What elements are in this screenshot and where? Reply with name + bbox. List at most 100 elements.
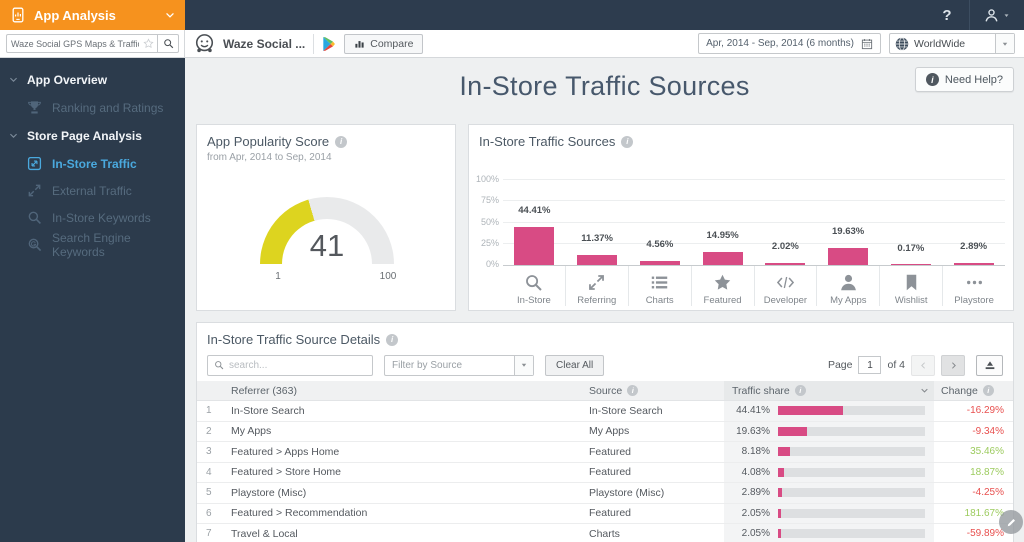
column-traffic-share[interactable]: Traffic share i (724, 381, 934, 400)
sidebar-item-ranking-and-ratings[interactable]: Ranking and Ratings (0, 94, 185, 121)
topbar-actions: ? (925, 0, 1024, 30)
filter-label: Filter by Source (392, 359, 463, 371)
chart-category-charts[interactable]: Charts (627, 266, 691, 306)
bookmark-icon (902, 273, 921, 292)
app-search-area (0, 30, 185, 57)
toolbar: Waze Social ... Compare Apr, 2014 - Sep,… (0, 30, 1024, 58)
bar-charts[interactable] (639, 261, 680, 265)
app-analysis-icon (10, 7, 26, 23)
row-traffic-share: 2.89% (724, 483, 934, 503)
chart-bar-column: 11.37% (566, 180, 629, 265)
bar-value-label: 0.17% (897, 242, 925, 254)
table-body: 1 In-Store Search In-Store Search 44.41% -16… (197, 401, 1013, 542)
need-help-button[interactable]: i Need Help? (914, 67, 1014, 92)
row-source: Featured (589, 445, 632, 458)
details-controls: Filter by Source Clear All Page of 4 (207, 354, 1003, 376)
y-axis-tick: 25% (480, 237, 499, 248)
traffic-sources-card: In-Store Traffic Sources i 0% 25% 50% 75% 10… (468, 124, 1014, 311)
row-index: 4 (206, 466, 212, 478)
chart-category-label: Developer (763, 295, 808, 306)
compare-chart-icon (354, 38, 365, 49)
app-search-button[interactable] (157, 35, 178, 52)
bar-featured[interactable] (702, 252, 743, 265)
info-icon[interactable]: i (621, 135, 634, 148)
bar-wishlist[interactable] (890, 264, 931, 265)
favorite-star-icon[interactable] (143, 38, 154, 49)
page-number-input[interactable] (858, 356, 882, 374)
row-traffic-share: 19.63% (724, 421, 934, 441)
trophy-icon (27, 100, 42, 115)
sidebar-item-in-store-traffic[interactable]: In-Store Traffic (0, 150, 185, 177)
info-icon[interactable]: i (335, 135, 348, 148)
row-referrer: Travel & Local (231, 527, 298, 540)
table-search-input[interactable] (229, 359, 366, 371)
bar-in-store[interactable] (514, 227, 555, 265)
table-row[interactable]: 6 Featured > Recommendation Featured 2.05% 1… (197, 503, 1013, 524)
row-change: -9.34% (972, 425, 1004, 437)
chart-bar-column: 19.63% (817, 180, 880, 265)
prev-page-button[interactable] (911, 354, 935, 376)
table-row[interactable]: 3 Featured > Apps Home Featured 8.18% 35.46% (197, 442, 1013, 463)
chart-category-featured[interactable]: Featured (690, 266, 754, 306)
info-icon[interactable]: i (386, 333, 399, 346)
brand[interactable]: App Analysis (0, 0, 185, 30)
column-change[interactable]: Change i (934, 381, 1013, 400)
table-row[interactable]: 5 Playstore (Misc) Playstore (Misc) 2.89% -4… (197, 483, 1013, 504)
filter-by-source-select[interactable]: Filter by Source (384, 354, 534, 376)
row-source: My Apps (589, 425, 630, 438)
bar-my-apps[interactable] (828, 248, 869, 265)
column-source[interactable]: Source i (589, 385, 724, 397)
date-range-picker[interactable]: Apr, 2014 - Sep, 2014 (6 months) (698, 33, 881, 54)
main-content: In-Store Traffic Sources i Need Help? Ap… (185, 58, 1024, 542)
sidebar-item-in-store-keywords[interactable]: In-Store Keywords (0, 204, 185, 231)
sidebar-section-store-page-analysis[interactable]: Store Page Analysis (0, 121, 185, 150)
bar-playstore[interactable] (953, 262, 994, 265)
table-row[interactable]: 2 My Apps My Apps 19.63% -9.34% (197, 421, 1013, 442)
row-share-value: 19.63% (736, 425, 770, 437)
compare-button[interactable]: Compare (344, 33, 424, 54)
table-row[interactable]: 7 Travel & Local Charts 2.05% -59.89% (197, 524, 1013, 542)
chart-category-label: Featured (703, 295, 742, 306)
row-share-value: 2.05% (741, 507, 770, 519)
popularity-card-title: App Popularity Score i (197, 125, 455, 149)
help-button[interactable]: ? (942, 6, 952, 24)
sidebar: App Overview Ranking and Ratings Store Pag… (0, 58, 185, 542)
sidebar-item-label: In-Store Keywords (52, 210, 151, 225)
next-page-button[interactable] (941, 354, 965, 376)
chart-category-developer[interactable]: Developer (753, 266, 817, 306)
export-icon (984, 359, 996, 371)
row-traffic-share: 2.05% (724, 503, 934, 523)
popularity-subtitle: from Apr, 2014 to Sep, 2014 (207, 152, 332, 163)
table-row[interactable]: 1 In-Store Search In-Store Search 44.41% -16… (197, 401, 1013, 422)
chart-category-playstore[interactable]: Playstore (942, 266, 1005, 306)
user-menu-button[interactable] (970, 0, 1024, 30)
y-axis-tick: 75% (480, 195, 499, 206)
column-referrer[interactable]: Referrer (363) (231, 384, 297, 397)
row-share-bar (778, 467, 925, 477)
row-traffic-share: 2.05% (724, 524, 934, 542)
chart-category-referring[interactable]: Referring (564, 266, 628, 306)
table-row[interactable]: 4 Featured > Store Home Featured 4.08% 18.87… (197, 462, 1013, 483)
sidebar-item-label: External Traffic (52, 183, 132, 198)
feedback-button[interactable] (999, 510, 1023, 534)
row-source: Featured (589, 507, 632, 520)
chart-category-in-store[interactable]: In-Store (503, 266, 565, 306)
region-value: WorldWide (914, 37, 966, 50)
export-button[interactable] (976, 354, 1003, 376)
chart-category-label: Referring (577, 295, 617, 306)
clear-all-button[interactable]: Clear All (545, 354, 605, 376)
chart-category-my-apps[interactable]: My Apps (816, 266, 879, 306)
row-index: 3 (206, 446, 212, 458)
sidebar-section-app-overview[interactable]: App Overview (0, 65, 185, 94)
bar-referring[interactable] (577, 255, 618, 265)
chart-category-wishlist[interactable]: Wishlist (879, 266, 942, 306)
sidebar-item-external-traffic[interactable]: External Traffic (0, 177, 185, 204)
row-share-value: 44.41% (736, 405, 770, 417)
region-select[interactable]: WorldWide (889, 33, 1015, 54)
chart-bar-column: 2.02% (754, 180, 817, 265)
bar-developer[interactable] (765, 263, 806, 265)
list-icon (650, 273, 669, 292)
sidebar-item-search-engine-keywords[interactable]: Search Engine Keywords (0, 231, 185, 259)
row-share-bar (778, 508, 925, 518)
app-search-input[interactable] (7, 38, 143, 49)
